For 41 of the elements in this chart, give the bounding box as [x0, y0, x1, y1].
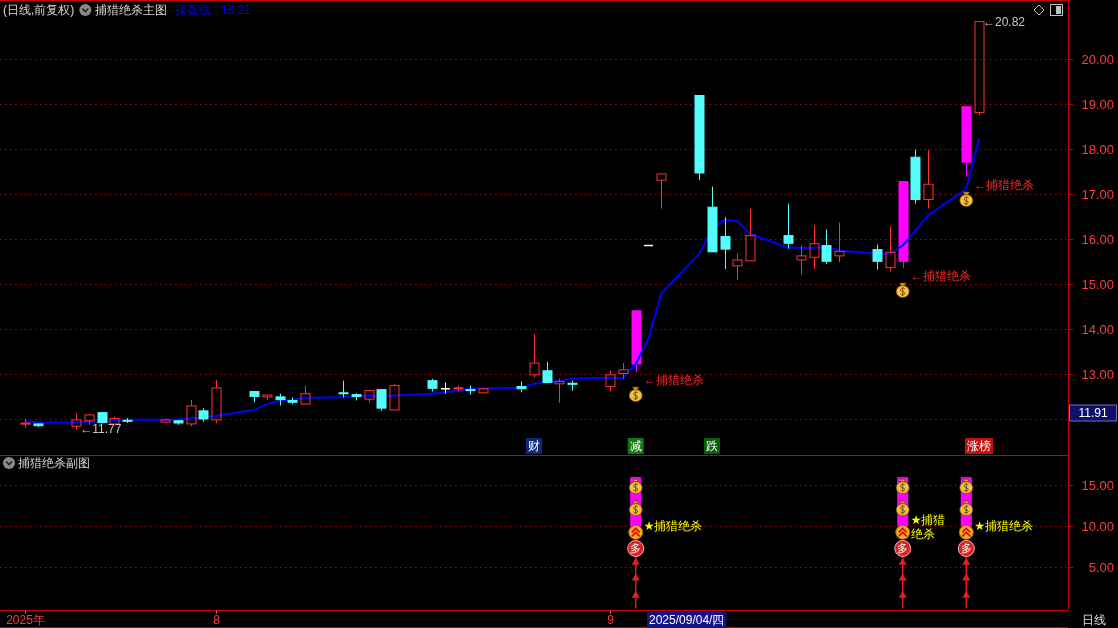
chart-title: 捕猎绝杀副图: [18, 456, 90, 470]
y-tick-label: 16.00: [1081, 232, 1114, 247]
annotation: ←20.82: [983, 14, 1026, 29]
y-tick-label: 15.00: [1081, 478, 1114, 493]
annotation: : 18.21: [214, 3, 252, 17]
x-tick-label: 2025年: [6, 613, 45, 627]
y-tick-label: 20.00: [1081, 52, 1114, 67]
text: 操盘线: [175, 3, 212, 17]
y-tick-label: 10.00: [1081, 519, 1114, 534]
y-tick-label: 19.00: [1081, 97, 1114, 112]
annotation: ←捕猎绝杀: [910, 269, 971, 284]
candlestick: [923, 149, 934, 210]
candlestick: [542, 361, 553, 383]
annotation: ★捕猎绝杀: [974, 519, 1034, 534]
chart-subtitle: 捕猎绝杀主图: [95, 3, 168, 17]
y-tick-label: 15.00: [1081, 277, 1114, 292]
x-tick-label: 8: [213, 613, 221, 627]
annotation: ←捕猎绝杀: [974, 178, 1035, 193]
candlestick: [872, 244, 883, 270]
annotation: ←捕猎绝杀: [643, 373, 704, 388]
y-tick-label: 13.00: [1081, 367, 1114, 382]
annotation: 多: [897, 542, 909, 555]
annotation: ←11.77: [80, 422, 122, 437]
y-tick-label: 5.00: [1088, 560, 1114, 575]
annotation: 多: [630, 542, 642, 555]
candlestick: [783, 203, 794, 250]
y-tick-label: 18.00: [1081, 142, 1114, 157]
text: 11.91: [1078, 406, 1108, 420]
y-tick-label: 14.00: [1081, 322, 1114, 337]
candlestick: [821, 228, 832, 265]
annotation: 多: [960, 542, 972, 555]
annotation: ★捕猎绝杀: [910, 512, 946, 541]
x-tick-label: 9: [607, 613, 615, 627]
chart-title: (日线,前复权): [3, 3, 75, 17]
candlestick: [529, 333, 540, 379]
text: 日线: [1082, 613, 1106, 627]
candlestick: [796, 245, 807, 276]
candlestick: [720, 216, 731, 270]
candlestick: [809, 224, 820, 270]
annotation: ★捕猎绝杀: [643, 519, 703, 534]
y-tick-label: 17.00: [1081, 187, 1114, 202]
